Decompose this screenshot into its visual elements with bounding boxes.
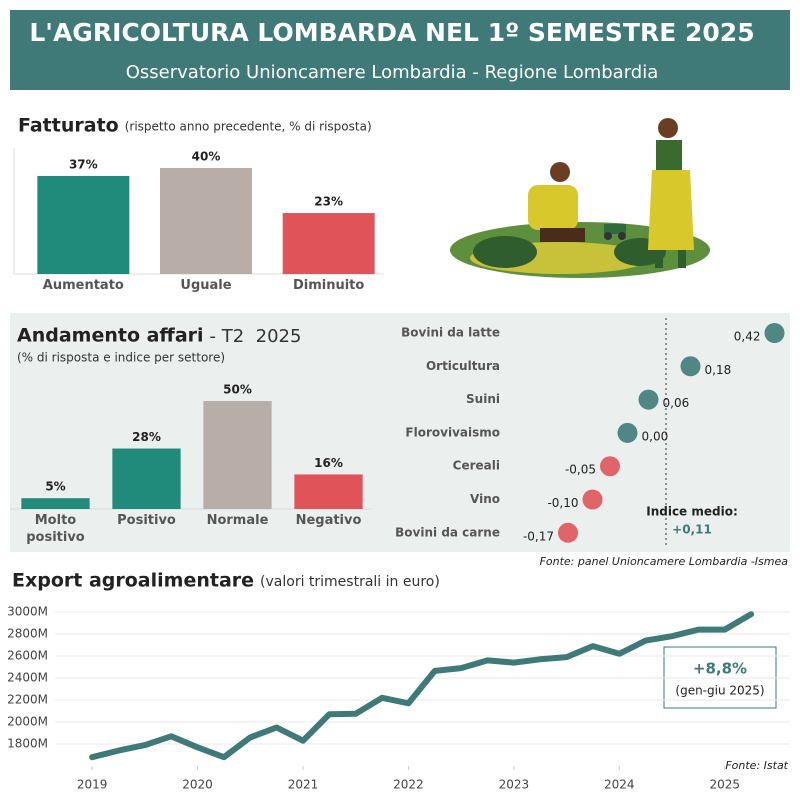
category-label: Normale bbox=[206, 513, 269, 528]
chart-subtitle: (% di risposta e indice per settore) bbox=[17, 351, 225, 365]
source: Fonte: Istat bbox=[725, 759, 788, 772]
sector-icon bbox=[582, 489, 603, 510]
y-tick-label: 2200M bbox=[7, 693, 48, 707]
page-subtitle: Osservatorio Unioncamere Lombardia - Reg… bbox=[126, 62, 659, 83]
value-label: -0,17 bbox=[523, 529, 554, 543]
annotation-note: (gen-giu 2025) bbox=[675, 684, 764, 698]
value-label: 50% bbox=[223, 383, 252, 397]
category-label: Negativo bbox=[295, 513, 362, 528]
y-tick-label: 2000M bbox=[7, 715, 48, 729]
value-label: 16% bbox=[314, 456, 343, 470]
value-label: 0,00 bbox=[642, 429, 669, 443]
category-label: Diminuito bbox=[292, 278, 365, 293]
category-label: Orticultura bbox=[426, 359, 500, 373]
category-label: Positivo bbox=[117, 513, 176, 528]
bar bbox=[21, 498, 90, 509]
chart-title: Fatturato bbox=[18, 115, 119, 137]
mean-title: Indice medio: bbox=[646, 505, 738, 519]
chart-title: Andamento affari bbox=[17, 325, 204, 347]
chart-subtitle: (valori trimestrali in euro) bbox=[260, 574, 440, 590]
header-band bbox=[10, 10, 790, 90]
value-label: -0,10 bbox=[547, 496, 578, 510]
x-tick-label: 2025 bbox=[709, 778, 740, 792]
sector-icon bbox=[600, 456, 620, 477]
sector-icon bbox=[638, 389, 659, 410]
category-label: Bovini da latte bbox=[401, 326, 500, 340]
bar bbox=[294, 474, 363, 509]
mean-label: +0,11 bbox=[672, 523, 712, 537]
value-label: -0,05 bbox=[565, 463, 596, 477]
value-label: 5% bbox=[45, 480, 65, 494]
bar bbox=[282, 213, 375, 274]
x-tick-label: 2021 bbox=[288, 778, 319, 792]
sector-icon bbox=[764, 323, 785, 343]
category-label: Bovini da carne bbox=[395, 525, 500, 539]
value-label: 40% bbox=[192, 150, 221, 164]
sector-icon bbox=[558, 522, 578, 543]
bar bbox=[203, 401, 272, 509]
value-label: 0,06 bbox=[663, 396, 690, 410]
value-label: 28% bbox=[132, 430, 161, 444]
x-tick-label: 2024 bbox=[604, 778, 635, 792]
value-label: 37% bbox=[69, 157, 98, 171]
value-label: 23% bbox=[314, 195, 343, 209]
category-label: Suini bbox=[466, 392, 500, 406]
bar bbox=[112, 448, 181, 509]
category-label: Cereali bbox=[453, 459, 500, 473]
x-tick-label: 2023 bbox=[499, 778, 530, 792]
category-label: Florovivaismo bbox=[405, 425, 500, 439]
y-tick-label: 3000M bbox=[7, 605, 48, 619]
chart-title-period: - T2 2025 bbox=[210, 326, 302, 347]
x-tick-label: 2020 bbox=[182, 778, 213, 792]
category-label: Vino bbox=[470, 492, 500, 506]
chart-subtitle: (rispetto anno precedente, % di risposta… bbox=[125, 120, 372, 134]
export-line bbox=[89, 611, 755, 761]
illustration bbox=[450, 118, 710, 278]
sector-icon bbox=[680, 356, 701, 377]
x-tick-label: 2019 bbox=[77, 778, 108, 792]
page-title: L'AGRICOLTURA LOMBARDA NEL 1º SEMESTRE 2… bbox=[29, 18, 754, 47]
source: Fonte: panel Unioncamere Lombardia -Isme… bbox=[540, 555, 789, 568]
panel bbox=[10, 313, 790, 552]
category-label: Uguale bbox=[180, 278, 232, 293]
y-tick-label: 2600M bbox=[7, 649, 48, 663]
sector-icon bbox=[617, 422, 638, 443]
x-tick-label: 2022 bbox=[393, 778, 424, 792]
bar bbox=[160, 168, 252, 274]
category-label: Molto positivo bbox=[26, 513, 85, 545]
bar bbox=[37, 175, 130, 274]
category-label: Aumentato bbox=[42, 278, 124, 293]
y-tick-label: 2800M bbox=[7, 627, 48, 641]
chart-title: Export agroalimentare bbox=[12, 570, 254, 592]
value-label: 0,18 bbox=[705, 363, 732, 377]
y-tick-label: 2400M bbox=[7, 671, 48, 685]
annotation-value: +8,8% bbox=[693, 660, 747, 678]
y-tick-label: 1800M bbox=[7, 737, 48, 751]
value-label: 0,42 bbox=[734, 330, 761, 344]
